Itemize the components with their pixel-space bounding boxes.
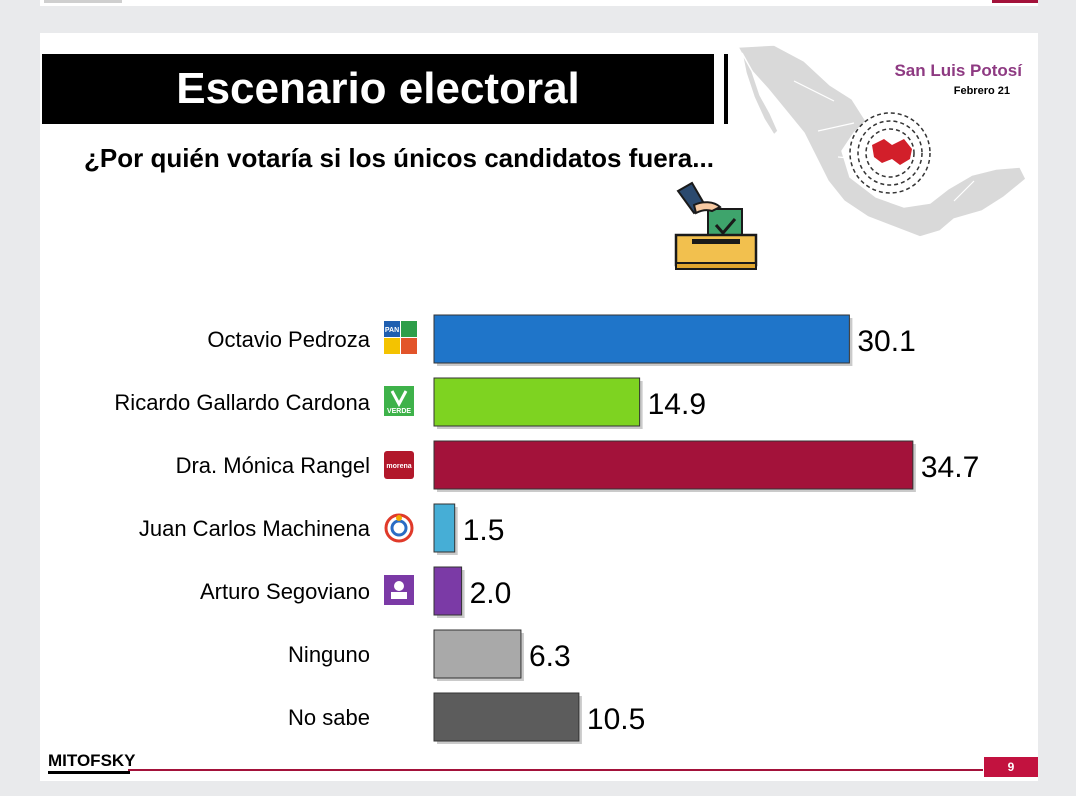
- bar: [433, 314, 850, 364]
- independiente-body: [391, 592, 407, 599]
- pri-icon: [401, 321, 417, 337]
- independiente-head: [394, 581, 404, 591]
- category-label: Dra. Mónica Rangel: [176, 453, 370, 478]
- verde-check: [390, 390, 408, 408]
- value-label: 2.0: [470, 577, 512, 610]
- survey-question: ¿Por quién votaría si los únicos candida…: [84, 143, 714, 173]
- category-label: Juan Carlos Machinena: [139, 516, 371, 541]
- previous-slide-bar: [44, 0, 122, 3]
- mexico-map-icon: [736, 44, 1027, 238]
- mitofsky-logo-text: MITOFSKY: [48, 751, 136, 770]
- value-label: 14.9: [648, 388, 706, 421]
- verde-icon-text: VERDE: [387, 408, 411, 415]
- title-banner-edge: [724, 54, 728, 124]
- bar: [433, 692, 580, 742]
- bar: [433, 629, 522, 679]
- morena-icon-text: morena: [386, 463, 411, 470]
- morena-icon: [384, 451, 414, 479]
- value-label: 6.3: [529, 640, 571, 673]
- title-banner: Escenario electoral: [42, 54, 728, 124]
- category-label: Ricardo Gallardo Cardona: [114, 390, 370, 415]
- date-label: Febrero 21: [953, 85, 1010, 97]
- cp-icon: [401, 338, 417, 354]
- previous-slide-accent: [992, 0, 1038, 3]
- value-label: 1.5: [463, 514, 505, 547]
- mitofsky-logo: MITOFSKY: [48, 751, 136, 774]
- bar: [433, 503, 456, 553]
- bar: [433, 440, 914, 490]
- category-label: Ninguno: [288, 642, 370, 667]
- value-label: 34.7: [921, 451, 979, 484]
- value-label: 30.1: [857, 325, 915, 358]
- pan-icon-text: PAN: [385, 327, 399, 334]
- rsp-icon-dot: [396, 515, 402, 521]
- ballot-box-icon: [674, 181, 758, 270]
- page-number: 9: [984, 757, 1038, 777]
- category-label: Arturo Segoviano: [200, 579, 370, 604]
- logo-underline: [48, 771, 130, 774]
- state-label: San Luis Potosí: [894, 61, 1022, 80]
- footer-line: [128, 769, 983, 771]
- prd-icon: [384, 338, 400, 354]
- value-label: 10.5: [587, 703, 645, 736]
- bar: [433, 566, 463, 616]
- category-label: Octavio Pedroza: [207, 327, 370, 352]
- previous-slide-edge: [40, 0, 1038, 6]
- pan-icon: [384, 321, 400, 337]
- category-label: No sabe: [288, 705, 370, 730]
- rsp-icon-inner: [390, 519, 408, 537]
- bar: [433, 377, 641, 427]
- slide-title: Escenario electoral: [176, 64, 580, 113]
